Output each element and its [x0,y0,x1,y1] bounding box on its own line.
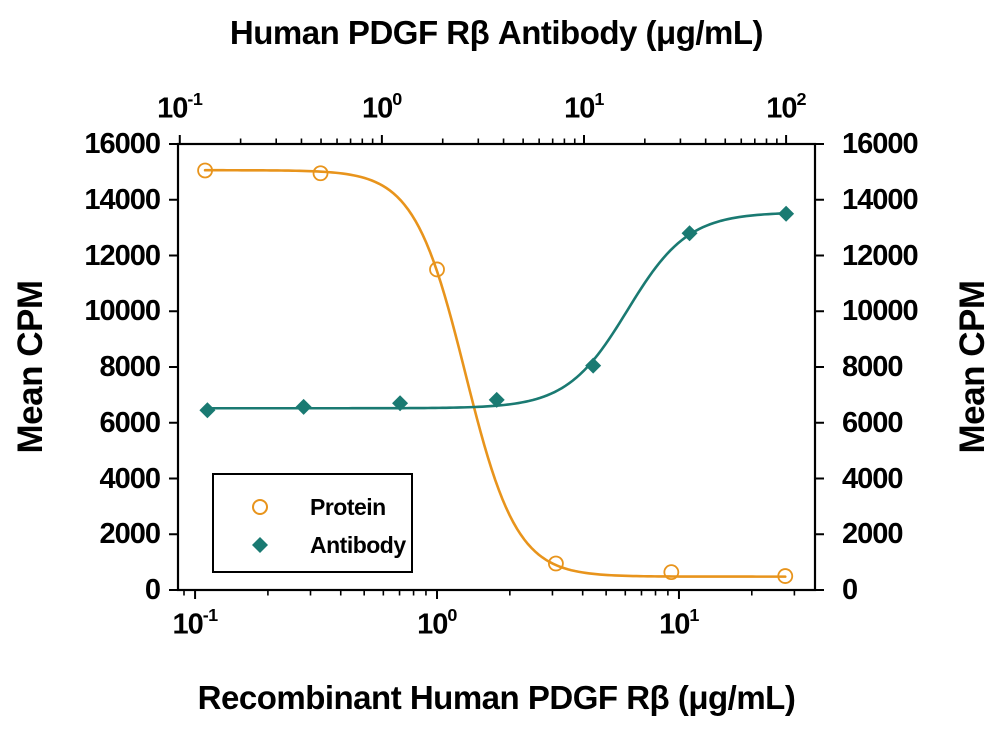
y-tick-label-left: 0 [144,574,161,606]
y-tick-label-right: 8000 [842,351,904,383]
y-tick-label-left: 10000 [84,295,161,328]
protein-data-point [312,165,329,182]
y-tick-label-right: 4000 [842,462,904,495]
y-tick-label-left: 16000 [84,128,161,160]
legend-row-protein: Protein [214,493,411,521]
antibody-curve-path [206,212,788,410]
x-tick-label-top: 10-1 [157,89,203,125]
protein-curve [203,168,787,578]
y-tick-label-right: 2000 [842,518,904,551]
y-tick-label-right: 6000 [842,406,904,439]
protein-data-point [197,162,213,179]
legend-row-antibody: Antibody [214,531,411,559]
y-tick-label-left: 2000 [99,518,161,551]
legend-open-circle-icon [252,499,268,515]
protein-data-point [547,555,564,572]
antibody-data-point [295,398,312,415]
y-tick-label-right: 12000 [842,239,919,272]
y-tick-label-right: 14000 [842,183,919,216]
legend-diamond-icon [252,537,268,553]
antibody-data-point [392,395,409,412]
antibody-data-point [681,225,698,242]
antibody-data-point [199,402,216,419]
legend-label-antibody: Antibody [310,532,406,558]
x-tick-label-bottom: 101 [659,605,699,641]
bottom-axis-title: Recombinant Human PDGF Rβ (μg/mL) [197,679,796,716]
y-tick-label-left: 8000 [99,351,161,383]
protein-data-point [663,564,680,581]
right-axis-ticks [815,143,824,591]
antibody-markers [199,205,795,419]
protein-data-point [429,261,445,278]
bottom-axis-ticks [183,590,796,599]
antibody-data-point [778,205,795,222]
x-tick-label-top: 102 [766,89,806,125]
top-axis-ticks [178,135,788,144]
y-tick-label-right: 16000 [842,128,919,160]
x-tick-label-top: 100 [361,89,402,125]
legend: Protein Antibody [212,473,413,573]
legend-label-protein: Protein [310,494,386,520]
y-tick-label-left: 6000 [99,406,161,439]
protein-markers [197,162,794,584]
y-tick-label-right: 0 [842,574,858,606]
x-tick-label-top: 101 [564,89,604,125]
left-axis-ticks [169,143,178,591]
y-tick-label-left: 14000 [84,183,161,216]
x-tick-label-bottom: 10-1 [172,605,218,641]
y-tick-label-left: 12000 [84,239,161,272]
antibody-data-point [488,391,505,408]
y-tick-label-left: 4000 [99,462,161,495]
x-tick-label-bottom: 100 [417,605,457,641]
protein-curve-path [203,168,787,578]
protein-data-point [777,568,794,584]
antibody-curve [206,212,788,410]
y-tick-label-right: 10000 [842,295,919,328]
antibody-data-point [585,357,602,374]
top-axis-title: Human PDGF Rβ Antibody (μg/mL) [229,14,764,51]
